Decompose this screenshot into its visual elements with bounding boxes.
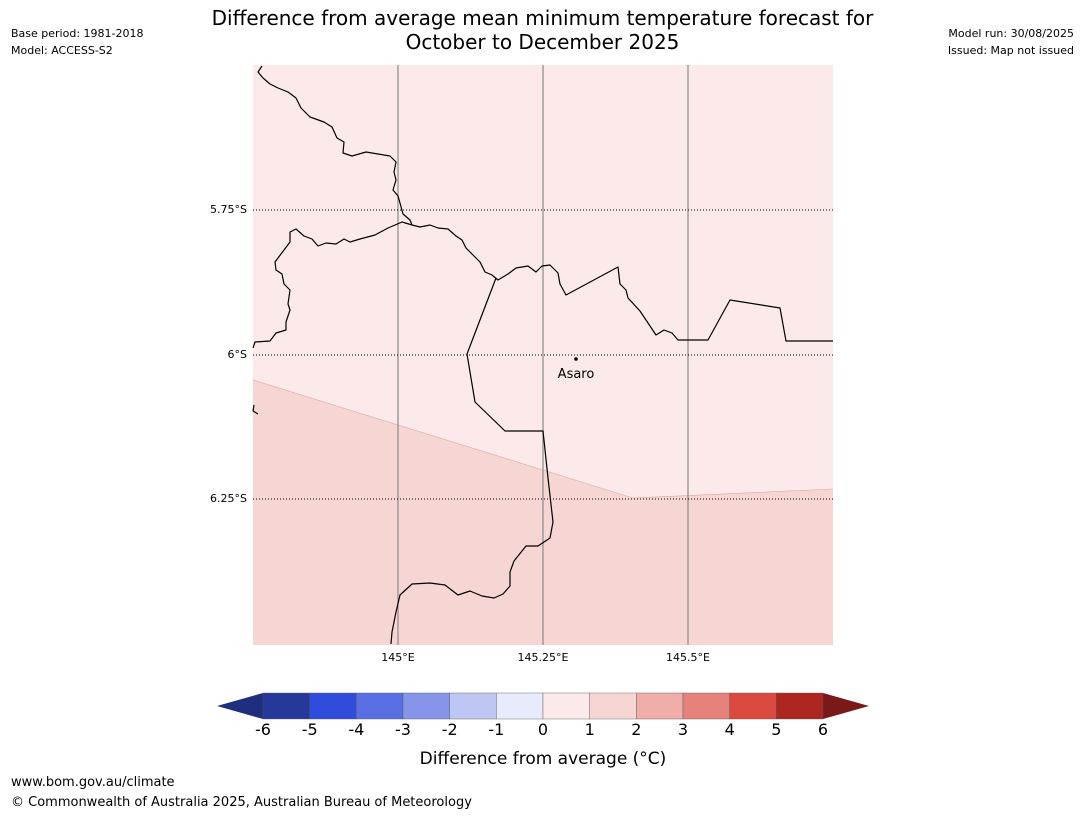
border-north: [257, 65, 413, 226]
colorbar-segment: [496, 692, 544, 720]
colorbar-segments: [262, 692, 824, 720]
lon-label-145-25e: 145.25°E: [518, 651, 569, 664]
colorbar-tick-label: -4: [348, 720, 364, 739]
border-south: [390, 277, 554, 645]
colorbar-tick-label: 3: [678, 720, 688, 739]
colorbar-tick-label: -1: [488, 720, 504, 739]
metadata-left: Base period: 1981-2018 Model: ACCESS-S2: [11, 25, 143, 59]
map-panel: Asaro 5.75°S 6°S 6.25°S 145°E 145.25°E 1…: [210, 65, 834, 664]
metadata-right: Model run: 30/08/2025 Issued: Map not is…: [948, 25, 1074, 59]
base-period-text: Base period: 1981-2018: [11, 27, 144, 40]
footer-copyright: © Commonwealth of Australia 2025, Austra…: [11, 795, 472, 810]
border-central: [252, 221, 413, 349]
model-run-text: Model run: 30/08/2025: [948, 27, 1074, 40]
colorbar-tick-label: 4: [725, 720, 735, 739]
title-line-1: Difference from average mean minimum tem…: [211, 6, 874, 30]
colorbar-under-arrow: [217, 693, 263, 719]
province-borders: [252, 65, 833, 645]
longitude-labels: 145°E 145.25°E 145.5°E: [381, 651, 710, 664]
colorbar-tick-label: 5: [771, 720, 781, 739]
colorbar-segment: [682, 692, 730, 720]
parallel-lines: [253, 209, 833, 500]
colorbar-segment: [449, 692, 497, 720]
lon-label-145e: 145°E: [381, 651, 414, 664]
colorbar-tick-label: -3: [395, 720, 411, 739]
colorbar-segment: [356, 692, 404, 720]
asaro-label: Asaro: [558, 367, 595, 382]
border-east: [411, 224, 833, 342]
colorbar-segment: [309, 692, 357, 720]
colorbar-segment: [776, 692, 824, 720]
colorbar-tick-label: 6: [818, 720, 828, 739]
colorbar-tick-labels: -6 -5 -4 -3 -2 -1 0 1 2 3 4 5 6: [255, 720, 828, 739]
lat-label-6s: 6°S: [228, 348, 247, 361]
colorbar-tick-label: 2: [631, 720, 641, 739]
colorbar-tick-label: -5: [302, 720, 318, 739]
colorbar-legend: -6 -5 -4 -3 -2 -1 0 1 2 3 4 5 6 Difference from aver…: [217, 692, 869, 769]
colorbar-title: Difference from average (°C): [420, 749, 667, 769]
asaro-marker: [574, 357, 578, 361]
colorbar-tick-label: 1: [585, 720, 595, 739]
colorbar-over-arrow: [823, 693, 869, 719]
map-title: Difference from average mean minimum tem…: [140, 6, 945, 54]
issued-text: Issued: Map not issued: [947, 44, 1074, 57]
colorbar-tick-label: -6: [255, 720, 271, 739]
footer-url: www.bom.gov.au/climate: [11, 775, 175, 790]
border-west-fragment: [252, 404, 259, 415]
colorbar-segment: [542, 692, 590, 720]
lon-label-145-5e: 145.5°E: [666, 651, 710, 664]
lat-label-6-25s: 6.25°S: [210, 492, 247, 505]
title-line-2: October to December 2025: [405, 30, 680, 54]
colorbar-segment: [729, 692, 777, 720]
colorbar-segment: [636, 692, 684, 720]
colorbar-segment: [589, 692, 637, 720]
model-text: Model: ACCESS-S2: [11, 44, 113, 57]
latitude-labels: 5.75°S 6°S 6.25°S: [210, 203, 247, 505]
colorbar-segment: [262, 692, 310, 720]
anomaly-zone-boundary: [252, 379, 834, 499]
colorbar-tick-label: 0: [538, 720, 548, 739]
colorbar-tick-label: -2: [442, 720, 458, 739]
lat-label-5-75s: 5.75°S: [210, 203, 247, 216]
colorbar-segment: [402, 692, 450, 720]
